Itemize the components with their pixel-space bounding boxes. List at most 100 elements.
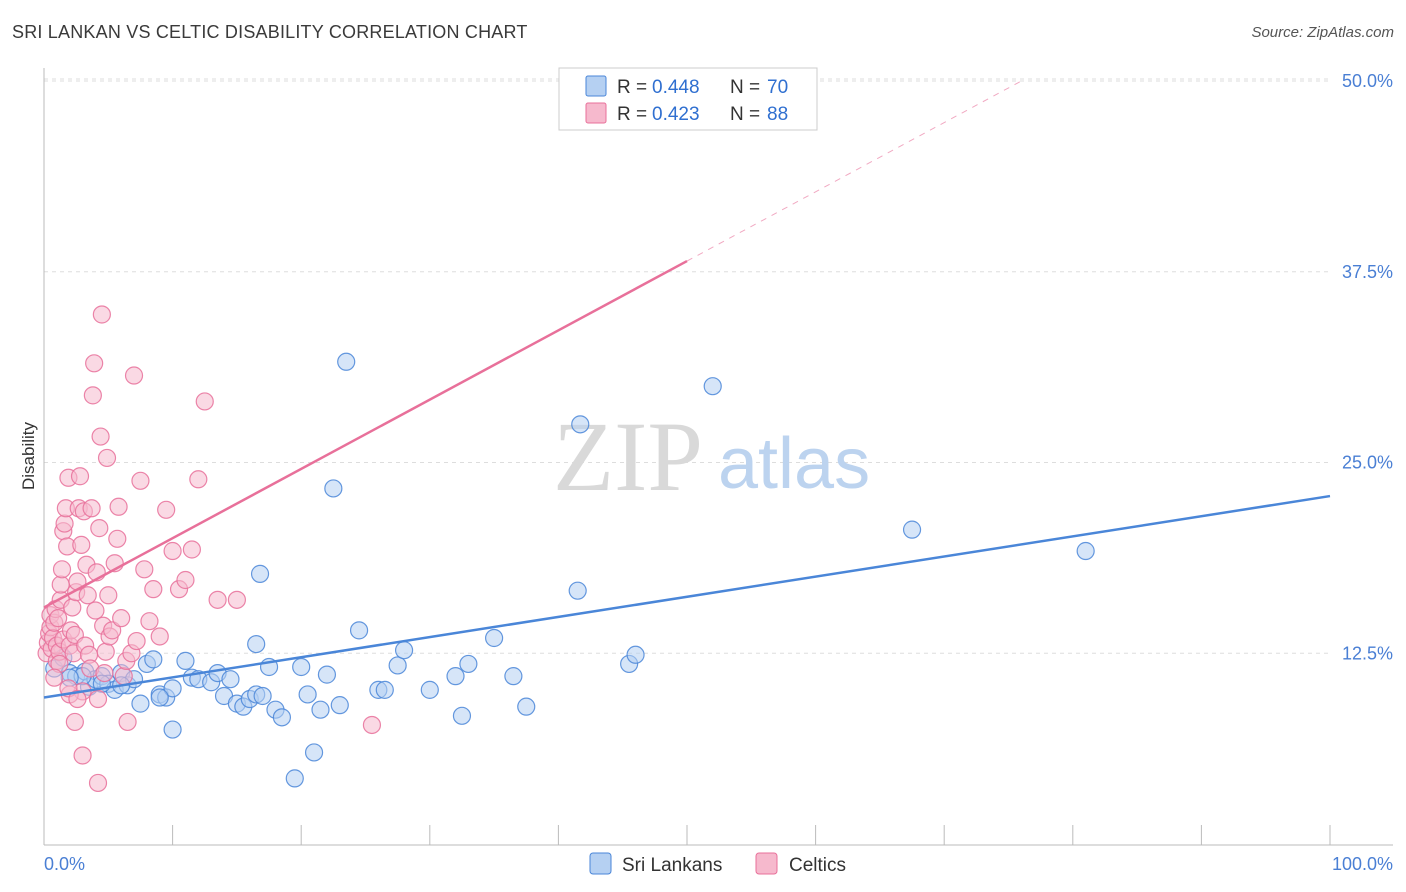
point-celtics-64 bbox=[127, 631, 146, 651]
point-sri-lankans-42 bbox=[324, 479, 343, 498]
point-celtics-75 bbox=[189, 470, 208, 489]
point-sri-lankans-39 bbox=[304, 743, 324, 762]
axis-layer: 12.5% 25.0% 37.5% 50.0% 0.0% 100.0% bbox=[43, 68, 1393, 874]
legend-r-label-1: R = bbox=[617, 77, 647, 98]
point-sri-lankans-32 bbox=[250, 564, 270, 583]
point-celtics-31 bbox=[72, 535, 91, 555]
chart-title: SRI LANKAN VS CELTIC DISABILITY CORRELAT… bbox=[12, 22, 528, 42]
point-sri-lankans-15 bbox=[144, 650, 163, 669]
point-celtics-30 bbox=[70, 467, 90, 486]
point-celtics-70 bbox=[157, 500, 176, 519]
point-celtics-57 bbox=[109, 497, 128, 516]
bottom-legend-swatch-sri-lankans bbox=[589, 852, 612, 875]
legend-swatch-pink bbox=[585, 102, 607, 124]
point-celtics-52 bbox=[99, 586, 118, 605]
legend-swatch-blue bbox=[585, 75, 607, 97]
point-sri-lankans-41 bbox=[317, 665, 337, 684]
point-celtics-68 bbox=[144, 580, 163, 599]
point-sri-lankans-56 bbox=[517, 697, 536, 716]
point-celtics-42 bbox=[86, 601, 105, 620]
point-sri-lankans-62 bbox=[902, 520, 922, 539]
point-celtics-40 bbox=[83, 386, 102, 405]
trendline-extension-celtics bbox=[686, 80, 1022, 262]
point-sri-lankans-36 bbox=[285, 769, 304, 788]
point-celtics-74 bbox=[182, 540, 201, 559]
point-celtics-73 bbox=[176, 570, 195, 590]
point-celtics-24 bbox=[63, 598, 82, 617]
legend-n-label-2: N = bbox=[730, 104, 760, 125]
point-celtics-36 bbox=[78, 586, 97, 605]
point-celtics-45 bbox=[90, 519, 109, 538]
point-sri-lankans-31 bbox=[247, 634, 266, 654]
correlation-legend: R = 0.448 N = 70 R = 0.423 N = 88 bbox=[558, 67, 818, 131]
trendline-celtics bbox=[43, 259, 688, 609]
x-tick-label-1: 100.0% bbox=[1332, 854, 1393, 874]
point-celtics-76 bbox=[195, 392, 214, 411]
legend-n-value-2: 88 bbox=[767, 104, 788, 125]
trend-layer bbox=[43, 80, 1331, 699]
point-sri-lankans-64 bbox=[163, 720, 182, 739]
point-celtics-66 bbox=[135, 560, 154, 579]
point-celtics-46 bbox=[91, 427, 110, 446]
point-sri-lankans-52 bbox=[452, 706, 472, 725]
points-layer bbox=[37, 305, 1095, 793]
point-sri-lankans-48 bbox=[388, 656, 407, 675]
point-celtics-51 bbox=[97, 448, 117, 468]
watermark-atlas: atlas bbox=[718, 424, 870, 504]
point-sri-lankans-18 bbox=[163, 679, 182, 698]
point-celtics-11 bbox=[49, 609, 68, 628]
point-sri-lankans-58 bbox=[571, 415, 590, 434]
point-celtics-71 bbox=[163, 541, 182, 561]
y-tick-label-3: 50.0% bbox=[1342, 71, 1393, 91]
bottom-legend-label-celtics: Celtics bbox=[789, 855, 846, 876]
y-tick-label-1: 25.0% bbox=[1342, 453, 1393, 473]
point-celtics-44 bbox=[88, 689, 108, 709]
grid-layer bbox=[44, 78, 1330, 654]
point-celtics-56 bbox=[108, 529, 127, 548]
point-sri-lankans-13 bbox=[131, 694, 150, 713]
y-tick-label-0: 12.5% bbox=[1342, 643, 1393, 663]
point-sri-lankans-54 bbox=[485, 628, 504, 648]
point-sri-lankans-51 bbox=[446, 667, 465, 686]
bottom-legend-swatch-celtics bbox=[755, 852, 778, 875]
legend-n-label-1: N = bbox=[730, 77, 760, 98]
point-celtics-14 bbox=[51, 575, 70, 594]
point-celtics-50 bbox=[96, 642, 115, 661]
x-tick-label-0: 0.0% bbox=[44, 854, 85, 874]
point-celtics-63 bbox=[124, 366, 144, 385]
point-sri-lankans-35 bbox=[272, 708, 292, 727]
legend-r-label-2: R = bbox=[617, 104, 647, 125]
point-celtics-82 bbox=[65, 712, 84, 732]
trendline-sri-lankans bbox=[43, 494, 1331, 699]
point-sri-lankans-45 bbox=[349, 621, 369, 640]
watermark: ZIP atlas bbox=[553, 401, 870, 512]
point-celtics-67 bbox=[140, 612, 159, 631]
legend-r-value-2: 0.423 bbox=[652, 104, 700, 125]
point-sri-lankans-37 bbox=[292, 657, 311, 677]
legend-n-value-1: 70 bbox=[767, 77, 788, 98]
point-celtics-47 bbox=[92, 305, 111, 324]
point-celtics-77 bbox=[208, 590, 227, 609]
point-sri-lankans-30 bbox=[253, 686, 272, 706]
point-sri-lankans-65 bbox=[150, 688, 169, 707]
point-celtics-87 bbox=[68, 689, 87, 709]
point-celtics-39 bbox=[82, 499, 101, 518]
point-sri-lankans-57 bbox=[568, 581, 587, 600]
point-sri-lankans-53 bbox=[459, 654, 478, 674]
point-celtics-15 bbox=[52, 560, 72, 579]
point-sri-lankans-60 bbox=[626, 645, 645, 664]
point-celtics-81 bbox=[88, 773, 108, 793]
point-sri-lankans-47 bbox=[375, 680, 394, 699]
point-sri-lankans-63 bbox=[1076, 541, 1095, 561]
point-celtics-65 bbox=[131, 471, 150, 490]
point-celtics-80 bbox=[73, 746, 92, 765]
point-sri-lankans-61 bbox=[703, 377, 722, 396]
point-celtics-49 bbox=[95, 663, 114, 683]
point-celtics-41 bbox=[85, 354, 104, 373]
point-sri-lankans-44 bbox=[337, 352, 356, 371]
point-celtics-78 bbox=[227, 590, 246, 609]
point-celtics-85 bbox=[45, 668, 64, 687]
point-celtics-59 bbox=[114, 667, 133, 686]
point-sri-lankans-19 bbox=[176, 651, 195, 670]
point-sri-lankans-55 bbox=[504, 667, 523, 686]
